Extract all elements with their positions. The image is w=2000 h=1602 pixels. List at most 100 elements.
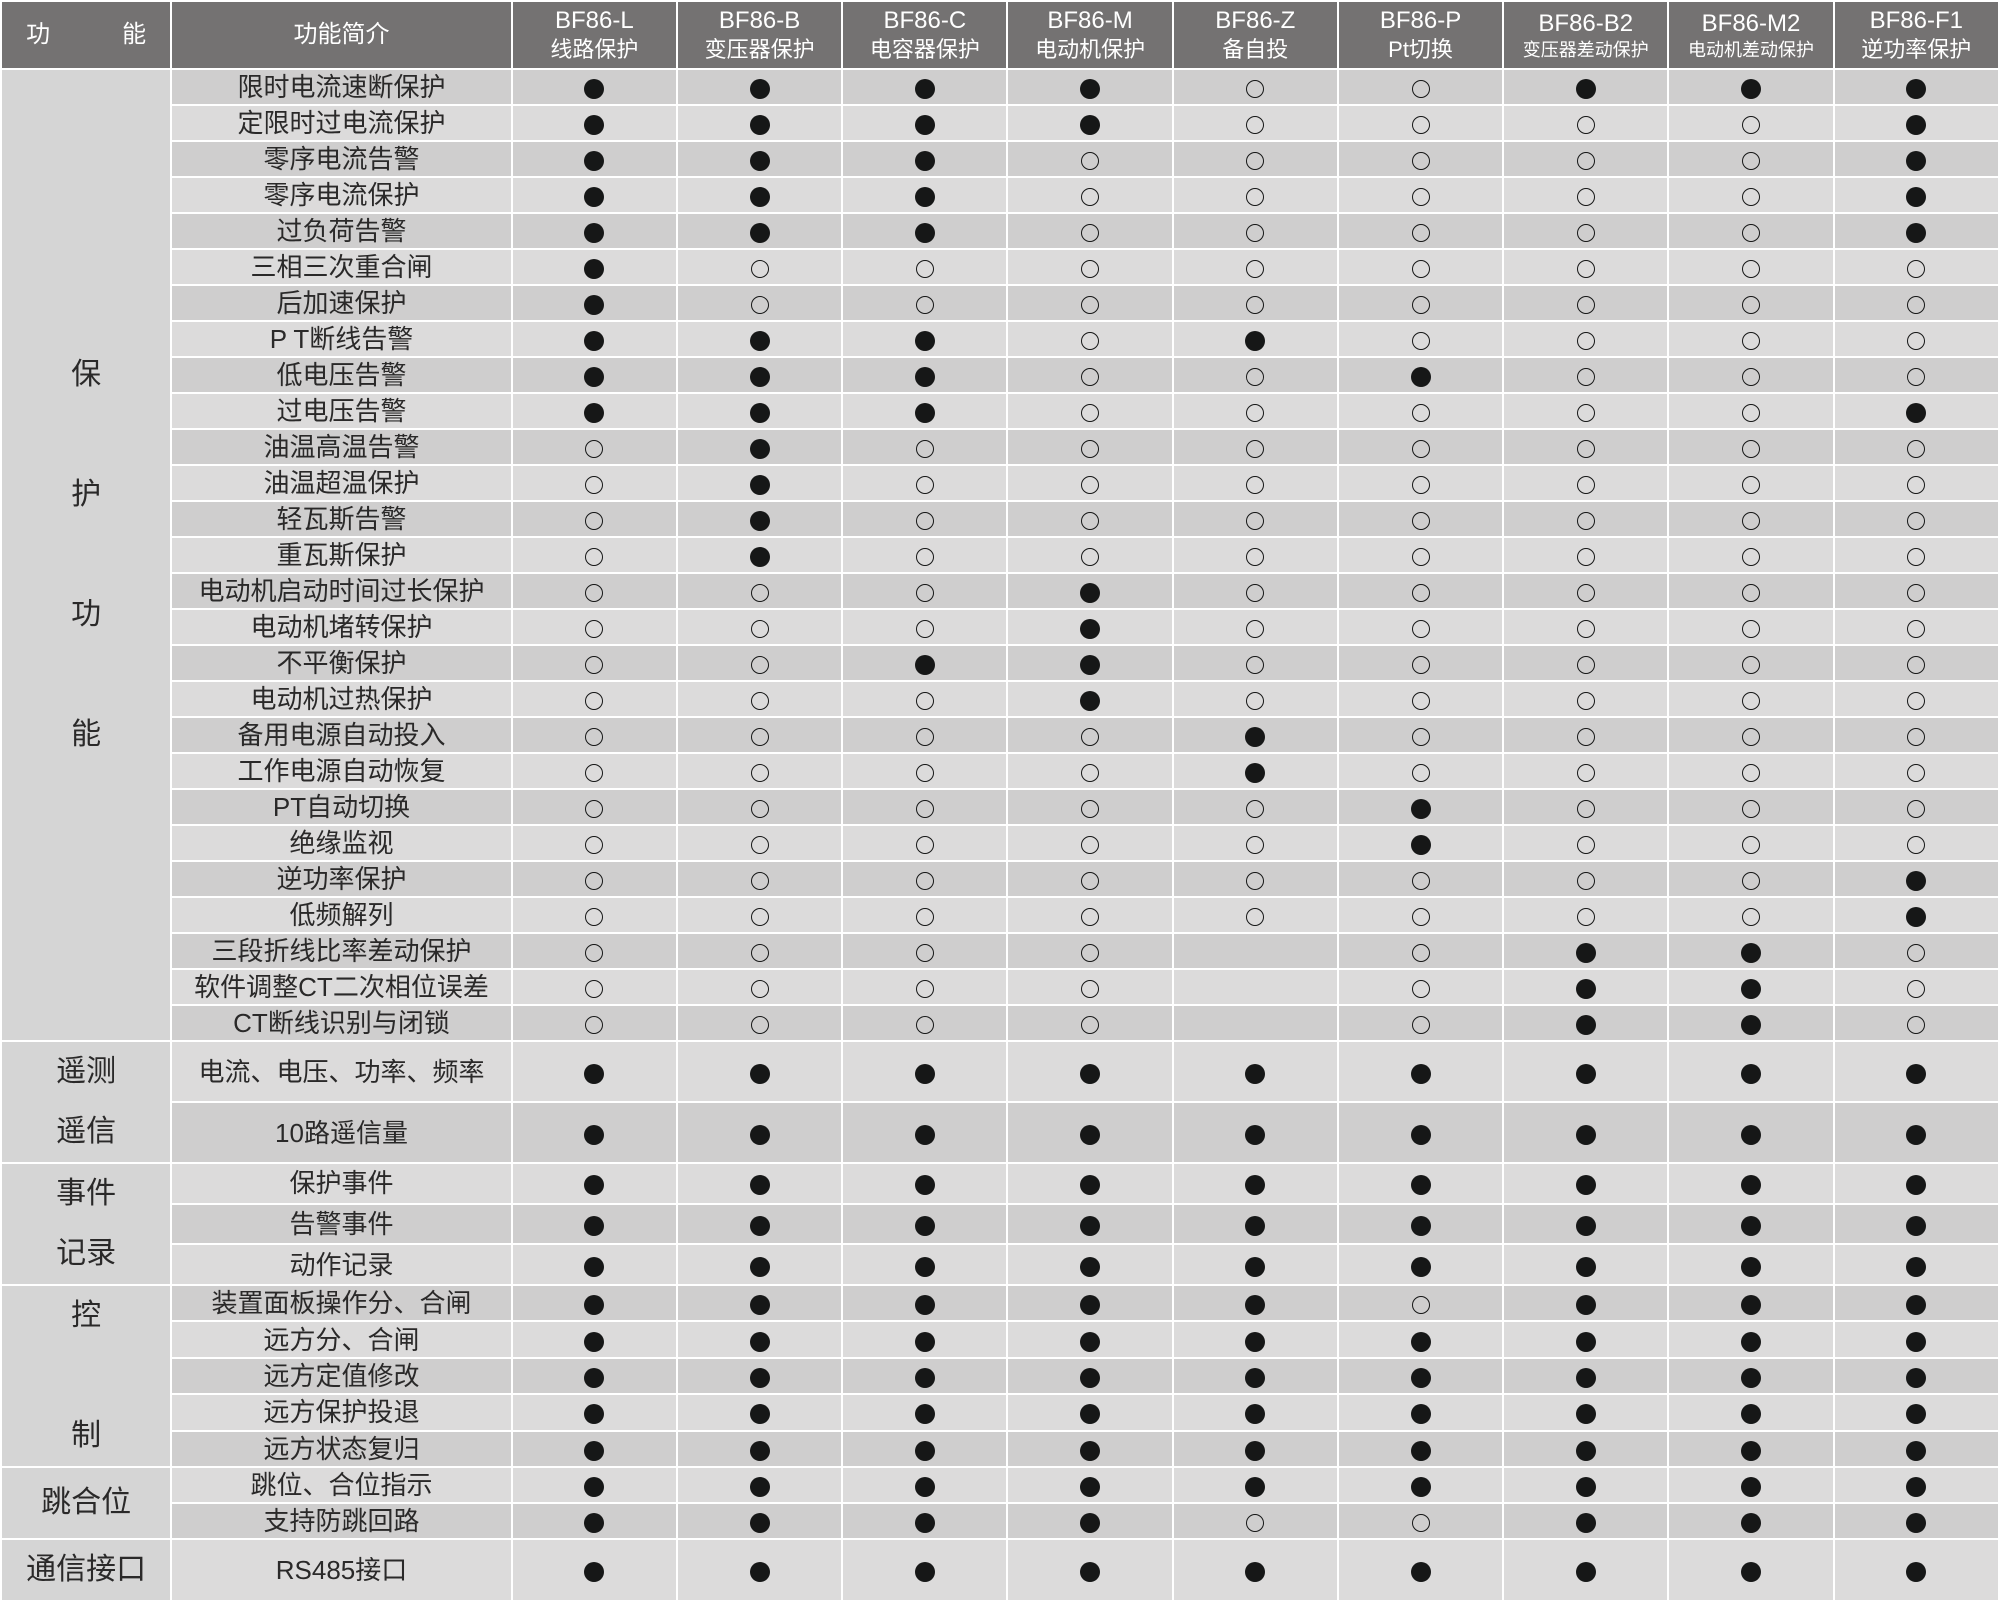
dot-empty-icon — [1246, 584, 1264, 602]
dot-empty-icon — [916, 728, 934, 746]
dot-empty-icon — [1412, 1514, 1430, 1532]
data-cell — [1338, 249, 1503, 285]
dot-empty-icon — [1742, 476, 1760, 494]
data-cell — [1668, 465, 1833, 501]
data-cell — [1503, 825, 1668, 861]
dot-filled-icon — [915, 1404, 935, 1424]
data-cell — [1668, 861, 1833, 897]
table-row: 通信接口RS485接口 — [1, 1539, 1999, 1601]
dot-empty-icon — [1412, 620, 1430, 638]
dot-empty-icon — [751, 944, 769, 962]
table-row: 跳合位跳位、合位指示 — [1, 1467, 1999, 1503]
dot-empty-icon — [1412, 404, 1430, 422]
data-cell — [512, 573, 677, 609]
table-row: 告警事件 — [1, 1204, 1999, 1245]
data-cell — [1503, 69, 1668, 105]
dot-empty-icon — [1246, 1514, 1264, 1532]
dot-empty-icon — [1412, 872, 1430, 890]
data-cell — [1007, 429, 1172, 465]
dot-empty-icon — [1742, 692, 1760, 710]
dot-filled-icon — [1576, 1332, 1596, 1352]
data-cell — [1834, 573, 1999, 609]
dot-empty-icon — [1081, 440, 1099, 458]
dot-filled-icon — [584, 1368, 604, 1388]
data-cell — [1338, 1539, 1503, 1601]
data-cell — [1007, 285, 1172, 321]
dot-filled-icon — [1576, 1513, 1596, 1533]
dot-empty-icon — [1412, 188, 1430, 206]
dot-empty-icon — [585, 512, 603, 530]
data-cell — [1668, 1041, 1833, 1102]
data-cell — [1834, 969, 1999, 1005]
data-cell — [512, 1358, 677, 1394]
data-cell — [677, 1358, 842, 1394]
data-cell — [512, 429, 677, 465]
data-cell — [1173, 69, 1338, 105]
dot-filled-icon — [1576, 1216, 1596, 1236]
data-cell — [842, 429, 1007, 465]
data-cell — [1503, 1163, 1668, 1204]
dot-empty-icon — [1081, 512, 1099, 530]
table-row: 逆功率保护 — [1, 861, 1999, 897]
dot-empty-icon — [1412, 656, 1430, 674]
data-cell — [1007, 1539, 1172, 1601]
data-cell — [677, 933, 842, 969]
table-row: 零序电流告警 — [1, 141, 1999, 177]
data-cell — [1668, 1358, 1833, 1394]
dot-filled-icon — [1080, 1513, 1100, 1533]
data-cell — [1834, 1285, 1999, 1321]
dot-filled-icon — [750, 1295, 770, 1315]
dot-empty-icon — [1412, 1296, 1430, 1314]
data-cell — [1503, 753, 1668, 789]
data-cell — [1834, 429, 1999, 465]
dot-empty-icon — [1412, 728, 1430, 746]
dot-filled-icon — [1245, 1332, 1265, 1352]
dot-empty-icon — [751, 728, 769, 746]
data-cell — [842, 393, 1007, 429]
data-cell — [1834, 825, 1999, 861]
table-row: 远方保护投退 — [1, 1394, 1999, 1430]
data-cell — [1668, 825, 1833, 861]
model-code: BF86-Z — [1174, 5, 1337, 36]
data-cell — [1834, 213, 1999, 249]
category-cell: 事件 记录 — [1, 1163, 171, 1285]
data-cell — [512, 1041, 677, 1102]
data-cell — [1668, 717, 1833, 753]
dot-filled-icon — [915, 187, 935, 207]
dot-filled-icon — [1080, 1441, 1100, 1461]
dot-filled-icon — [915, 1295, 935, 1315]
brief-cell: CT断线识别与闭锁 — [171, 1005, 512, 1041]
data-cell — [842, 573, 1007, 609]
data-cell — [1503, 789, 1668, 825]
dot-empty-icon — [916, 296, 934, 314]
data-cell — [1503, 1394, 1668, 1430]
data-cell — [1007, 933, 1172, 969]
data-cell — [677, 285, 842, 321]
dot-filled-icon — [915, 403, 935, 423]
data-cell — [1668, 321, 1833, 357]
data-cell — [1173, 249, 1338, 285]
dot-filled-icon — [1576, 1562, 1596, 1582]
data-cell — [1503, 1204, 1668, 1245]
brief-cell: 三段折线比率差动保护 — [171, 933, 512, 969]
dot-filled-icon — [1906, 1404, 1926, 1424]
dot-filled-icon — [1741, 1441, 1761, 1461]
brief-cell: 装置面板操作分、合闸 — [171, 1285, 512, 1321]
dot-empty-icon — [916, 260, 934, 278]
data-cell — [1338, 1102, 1503, 1163]
dot-empty-icon — [1742, 296, 1760, 314]
data-cell — [512, 249, 677, 285]
dot-empty-icon — [1907, 584, 1925, 602]
data-cell — [512, 933, 677, 969]
dot-filled-icon — [915, 1175, 935, 1195]
dot-empty-icon — [751, 656, 769, 674]
table-row: 轻瓦斯告警 — [1, 501, 1999, 537]
data-cell — [512, 789, 677, 825]
dot-filled-icon — [750, 1477, 770, 1497]
data-cell — [1338, 645, 1503, 681]
dot-empty-icon — [1907, 656, 1925, 674]
model-code: BF86-C — [843, 5, 1006, 36]
dot-empty-icon — [1742, 152, 1760, 170]
data-cell — [512, 1163, 677, 1204]
dot-empty-icon — [916, 908, 934, 926]
